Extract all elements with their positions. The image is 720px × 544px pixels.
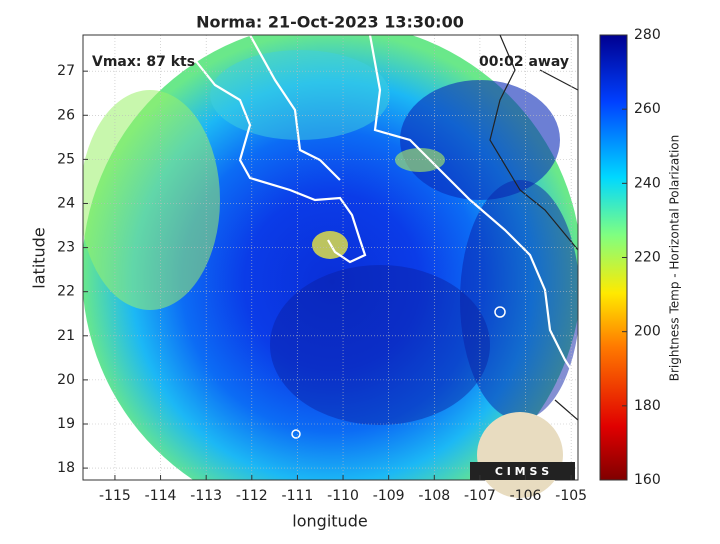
colorbar-tick-label: 220: [634, 250, 661, 266]
y-tick-label: 20: [57, 372, 75, 388]
y-tick-label: 24: [57, 195, 75, 211]
x-tick-label: -105: [555, 488, 587, 504]
colorbar-label: Brightness Temp - Horizontal Polarizatio…: [668, 135, 682, 382]
colorbar-tick-label: 160: [634, 472, 661, 488]
y-tick-label: 26: [57, 107, 75, 123]
x-tick-label: -115: [99, 488, 131, 504]
colorbar-tick-label: 280: [634, 27, 661, 43]
x-tick-label: -113: [190, 488, 222, 504]
y-tick-label: 18: [57, 460, 75, 476]
y-tick-label: 27: [57, 63, 75, 79]
y-tick-label: 23: [57, 240, 75, 256]
x-tick-label: -109: [373, 488, 405, 504]
x-tick-label: -108: [418, 488, 450, 504]
grid: [83, 35, 578, 480]
y-tick-label: 19: [57, 416, 75, 432]
colorbar-tick-label: 200: [634, 324, 661, 340]
chart-title: Norma: 21-Oct-2023 13:30:00: [196, 13, 464, 32]
colorbar-tick-label: 180: [634, 398, 661, 414]
x-tick-label: -107: [464, 488, 496, 504]
logo: C I M S S: [470, 412, 575, 498]
annotation: 00:02 away: [479, 54, 569, 70]
x-tick-label: -106: [510, 488, 542, 504]
y-tick-label: 21: [57, 328, 75, 344]
logo-text: C I M S S: [495, 465, 549, 478]
y-tick-label: 25: [57, 151, 75, 167]
annotation: Vmax: 87 kts: [92, 54, 195, 70]
axes-frame: [82, 34, 579, 481]
y-axis-label: latitude: [30, 227, 49, 288]
x-tick-label: -112: [236, 488, 268, 504]
y-tick-label: 22: [57, 284, 75, 300]
x-tick-label: -114: [145, 488, 177, 504]
colorbar-tick-label: 260: [634, 101, 661, 117]
colorbar-tick-label: 240: [634, 175, 661, 191]
x-axis-label: longitude: [292, 512, 367, 531]
x-tick-label: -111: [282, 488, 314, 504]
x-tick-label: -110: [327, 488, 359, 504]
